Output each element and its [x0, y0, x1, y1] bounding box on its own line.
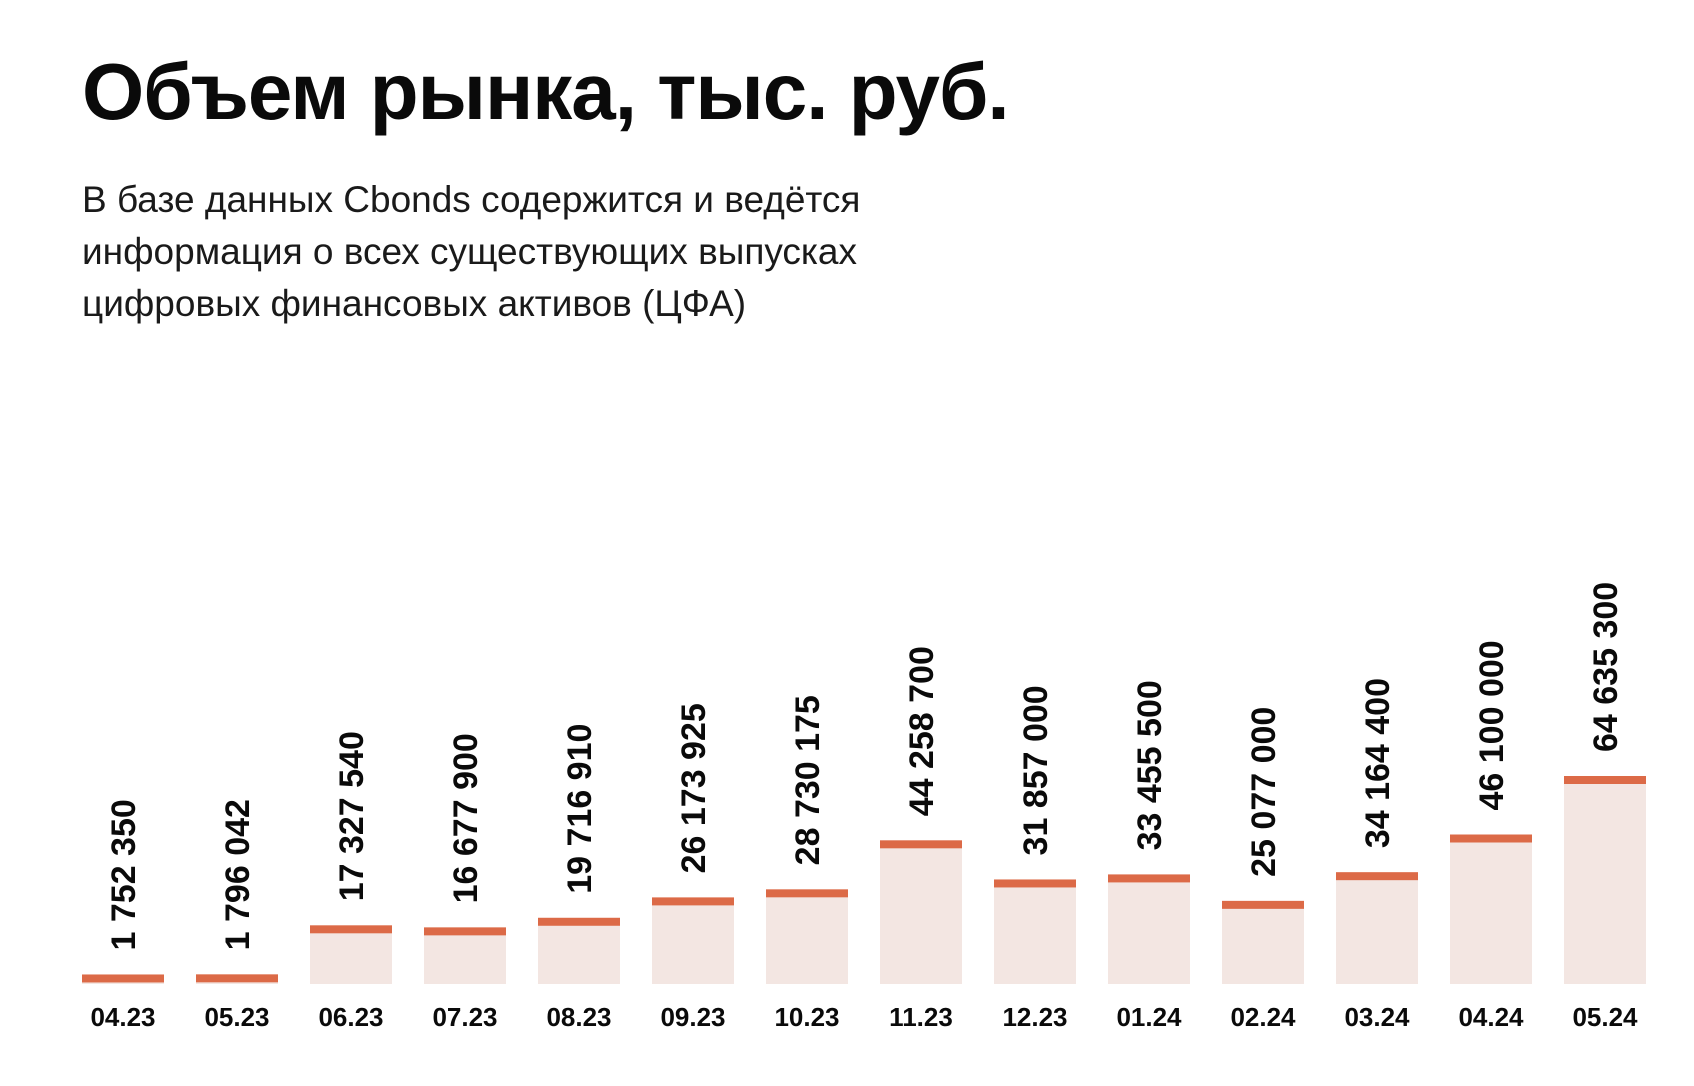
value-label: 19 716 910 [561, 724, 599, 894]
value-label: 28 730 175 [789, 695, 827, 865]
value-label: 25 077 000 [1245, 707, 1283, 877]
x-tick-label: 01.24 [1116, 1002, 1182, 1032]
bar [1564, 780, 1646, 984]
value-label: 44 258 700 [903, 646, 941, 816]
value-label: 31 857 000 [1017, 685, 1055, 855]
bar [994, 883, 1076, 984]
subtitle-line: информация о всех существующих выпусках [82, 231, 858, 272]
bar-cap [652, 897, 734, 906]
bar [424, 931, 506, 984]
subtitle-line: В базе данных Cbonds содержится и ведётс… [82, 179, 861, 220]
value-label: 46 100 000 [1473, 640, 1511, 810]
subtitle-line: цифровых финансовых активов (ЦФА) [82, 283, 747, 324]
bar [766, 893, 848, 984]
x-tick-label: 08.23 [546, 1002, 611, 1032]
value-label: 1 752 350 [105, 799, 143, 950]
bar-cap [994, 879, 1076, 888]
bar-cap [424, 927, 506, 936]
x-tick-label: 03.24 [1344, 1002, 1410, 1032]
bar-cap [766, 889, 848, 898]
x-tick-label: 05.23 [204, 1002, 269, 1032]
bar [1222, 904, 1304, 984]
chart-title: Объем рынка, тыс. руб. [82, 47, 1010, 136]
bar [880, 844, 962, 984]
x-tick-label: 11.23 [889, 1002, 953, 1032]
value-label: 26 173 925 [675, 703, 713, 873]
x-tick-label: 10.23 [774, 1002, 839, 1032]
value-label: 16 677 900 [447, 733, 485, 903]
bar-cap [1108, 874, 1190, 883]
bar [652, 901, 734, 984]
x-tick-label: 09.23 [660, 1002, 725, 1032]
value-label: 17 327 540 [333, 731, 371, 901]
bar-cap [538, 917, 620, 926]
bar-cap [1336, 872, 1418, 881]
bar-cap [1450, 834, 1532, 843]
bar [1450, 838, 1532, 984]
value-label: 64 635 300 [1587, 582, 1625, 752]
x-tick-label: 06.23 [318, 1002, 383, 1032]
x-tick-label: 07.23 [432, 1002, 497, 1032]
x-tick-label: 04.23 [90, 1002, 155, 1032]
x-tick-label: 04.24 [1458, 1002, 1524, 1032]
bar-cap [1564, 776, 1646, 784]
value-label: 34 164 400 [1359, 678, 1397, 848]
bar-cap [880, 840, 962, 849]
bar [1336, 876, 1418, 984]
chart-subtitle: В базе данных Cbonds содержится и ведётс… [82, 174, 1062, 330]
value-label: 1 796 042 [219, 799, 257, 950]
bar-cap [196, 974, 278, 983]
bar-cap [1222, 900, 1304, 909]
bar [310, 929, 392, 984]
x-tick-label: 02.24 [1230, 1002, 1296, 1032]
bar-cap [310, 925, 392, 934]
bar [1108, 878, 1190, 984]
value-label: 33 455 500 [1131, 680, 1169, 850]
bar-cap [82, 974, 164, 983]
x-tick-label: 12.23 [1002, 1002, 1067, 1032]
x-tick-label: 05.24 [1572, 1002, 1638, 1032]
bar [538, 921, 620, 984]
